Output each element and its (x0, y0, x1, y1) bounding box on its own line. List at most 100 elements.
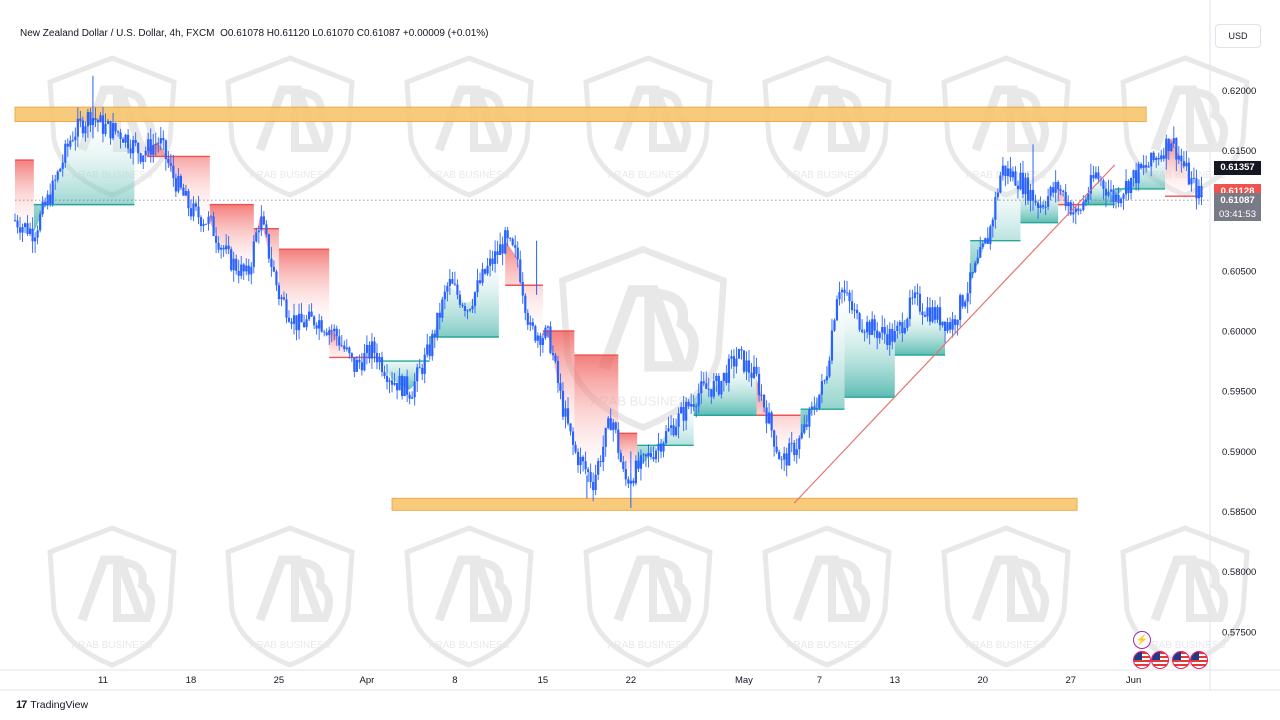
candle-body (793, 442, 796, 456)
candle-body (566, 408, 570, 424)
candle-body (1182, 160, 1185, 167)
currency-button[interactable]: USD (1215, 24, 1261, 48)
supertrend-fill (1165, 138, 1203, 200)
candle-body (235, 258, 238, 271)
candle-body (868, 321, 871, 335)
candle-body (59, 168, 62, 172)
supertrend-fill (429, 250, 499, 350)
candle-body (584, 461, 587, 470)
x-tick-label: 25 (274, 675, 285, 686)
candle-body (855, 309, 859, 314)
shield-outline (583, 55, 713, 198)
candle-body (486, 265, 489, 274)
candle-body (506, 230, 509, 239)
candle-body (416, 367, 419, 382)
candle-body (888, 328, 891, 346)
candle-body (84, 126, 87, 134)
candle-body (773, 430, 776, 447)
supertrend-fill (844, 294, 895, 398)
candle-body (810, 406, 813, 410)
candle-body (13, 220, 17, 222)
shield-outline (225, 525, 355, 668)
candle-body (966, 293, 969, 302)
shield-letter-b (1186, 557, 1228, 622)
candle-body (1036, 202, 1040, 208)
candle-body (850, 301, 854, 311)
candle-body (594, 474, 597, 491)
candle-body (1112, 189, 1115, 202)
candle-body (1140, 163, 1143, 169)
candle-body (89, 112, 92, 126)
candle-body (116, 131, 120, 133)
candle-body (607, 418, 610, 428)
candle-body (1082, 202, 1085, 211)
candle-body (747, 360, 751, 373)
candle-body (951, 319, 954, 330)
candle-body (974, 263, 977, 273)
us-flag-icon[interactable] (1190, 651, 1208, 669)
candle-body (1150, 152, 1153, 167)
candle-body (818, 394, 821, 409)
candle-body (300, 313, 303, 323)
candle-body (717, 375, 720, 395)
candle-body (323, 331, 326, 333)
candle-body (579, 456, 582, 466)
candle-body (956, 319, 959, 325)
resistance-zone (14, 106, 1147, 123)
supertrend-fill (379, 349, 430, 390)
watermark-shield-icon: ARAB BUSINESS (47, 525, 177, 668)
candle-body (34, 237, 37, 242)
candle-body (551, 352, 555, 356)
candle-body (157, 143, 160, 145)
candle-body (659, 443, 663, 452)
candle-body (302, 322, 306, 328)
candle-body (232, 258, 235, 271)
candle-body (403, 376, 406, 396)
us-flag-icon[interactable] (1172, 651, 1190, 669)
candle-body (310, 311, 313, 317)
candle-body (313, 316, 316, 326)
candle-body (871, 319, 874, 335)
candle-body (1014, 171, 1017, 186)
candle-body (923, 314, 927, 317)
close-label: C (356, 28, 364, 39)
candle-body (622, 461, 625, 470)
candle-body (878, 332, 881, 339)
us-flag-icon[interactable] (1151, 651, 1169, 669)
candle-body (926, 307, 929, 317)
candle-body (297, 313, 301, 331)
candle-body (619, 452, 622, 462)
candle-body (654, 450, 658, 460)
candle-body (257, 230, 260, 233)
candle-body (1072, 212, 1075, 215)
candle-body (587, 469, 590, 472)
us-flag-icon[interactable] (1133, 651, 1151, 669)
candle-body (207, 216, 210, 224)
candle-body (677, 413, 680, 427)
axes-layer: 0.625000.620000.615000.610000.605000.600… (0, 0, 1280, 691)
candle-body (51, 180, 54, 204)
candle-body (137, 143, 140, 154)
lightning-icon[interactable]: ⚡ (1133, 631, 1151, 649)
tradingview-brand[interactable]: 17 TradingView (16, 699, 88, 711)
y-tick-label: 0.58500 (1222, 507, 1256, 518)
candle-body (179, 175, 183, 188)
candle-body (363, 353, 366, 371)
supertrend-fill (505, 240, 543, 336)
candle-body (280, 297, 283, 300)
supertrend-layer (15, 116, 1203, 482)
candle-body (597, 461, 600, 475)
candle-body (217, 242, 220, 250)
y-tick-label: 0.57500 (1222, 627, 1256, 638)
open-value: 0.61078 (227, 28, 265, 39)
candle-body (461, 304, 464, 307)
candle-body (184, 191, 188, 196)
candle-body (1114, 194, 1118, 202)
candle-body (471, 306, 474, 310)
candle-body (292, 315, 296, 324)
candle-body (707, 388, 710, 390)
candle-body (999, 175, 1002, 193)
candle-body (634, 460, 637, 484)
x-tick-label: May (735, 675, 753, 686)
